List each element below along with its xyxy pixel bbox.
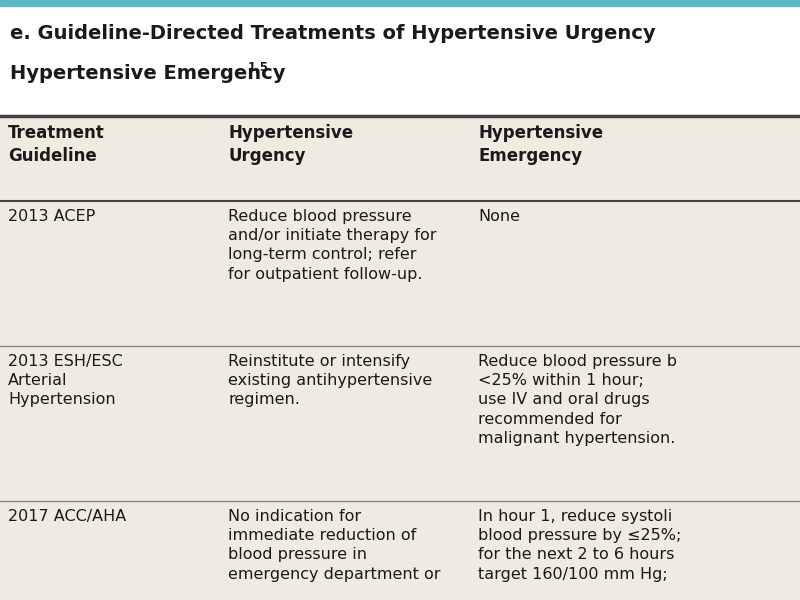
Text: Hypertensive
Urgency: Hypertensive Urgency	[228, 124, 353, 165]
Text: 1,5: 1,5	[248, 61, 269, 74]
Text: Hypertensive
Emergency: Hypertensive Emergency	[478, 124, 603, 165]
Text: Reinstitute or intensify
existing antihypertensive
regimen.: Reinstitute or intensify existing antihy…	[228, 354, 432, 407]
Text: e. Guideline-Directed Treatments of Hypertensive Urgency: e. Guideline-Directed Treatments of Hype…	[10, 24, 656, 43]
Text: 2013 ACEP: 2013 ACEP	[8, 209, 95, 224]
Bar	[0, 6, 800, 116]
Text: In hour 1, reduce systoli
blood pressure by ≤25%;
for the next 2 to 6 hours
targ: In hour 1, reduce systoli blood pressure…	[478, 509, 682, 581]
Text: Reduce blood pressure b
<25% within 1 hour;
use IV and oral drugs
recommended fo: Reduce blood pressure b <25% within 1 ho…	[478, 354, 677, 446]
Text: No indication for
immediate reduction of
blood pressure in
emergency department : No indication for immediate reduction of…	[228, 509, 441, 581]
Bar	[0, 0, 800, 6]
Text: Hypertensive Emergency: Hypertensive Emergency	[10, 64, 286, 83]
Text: Reduce blood pressure
and/or initiate therapy for
long-term control; refer
for o: Reduce blood pressure and/or initiate th…	[228, 209, 437, 281]
Text: 2017 ACC/AHA: 2017 ACC/AHA	[8, 509, 126, 524]
Text: Treatment
Guideline: Treatment Guideline	[8, 124, 105, 165]
Bar	[0, 116, 800, 600]
Text: 2013 ESH/ESC
Arterial
Hypertension: 2013 ESH/ESC Arterial Hypertension	[8, 354, 122, 407]
Text: None: None	[478, 209, 520, 224]
